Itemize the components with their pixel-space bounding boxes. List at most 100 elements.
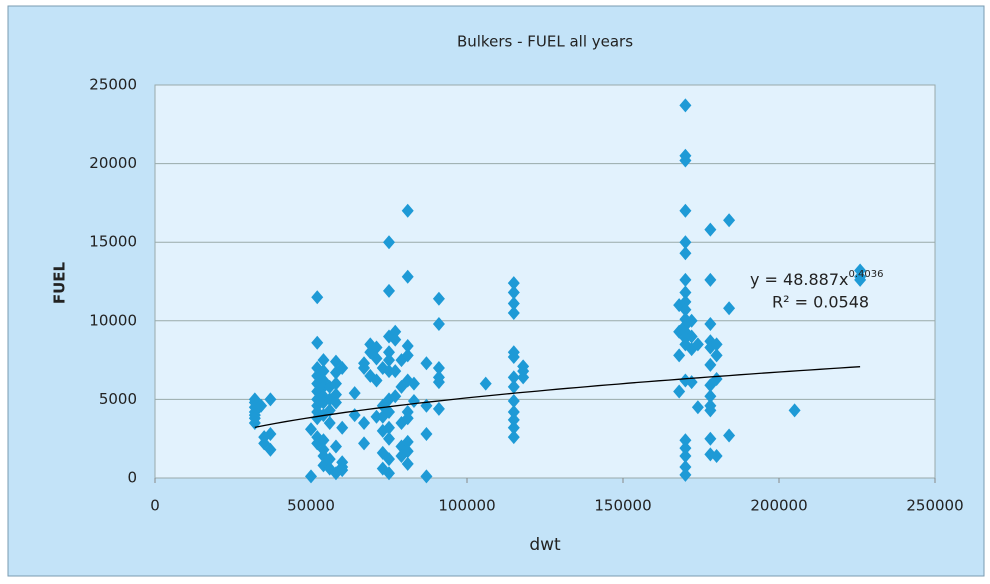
- point: [401, 269, 414, 284]
- point: [704, 403, 717, 418]
- y-tick-label: 0: [127, 469, 137, 487]
- point: [264, 442, 277, 457]
- point: [679, 246, 692, 261]
- point: [317, 379, 330, 394]
- point: [710, 371, 723, 386]
- point: [679, 441, 692, 456]
- point: [679, 302, 692, 317]
- point: [507, 349, 520, 364]
- y-tick-label: 5000: [99, 390, 137, 408]
- point: [401, 348, 414, 363]
- point: [311, 335, 324, 350]
- point: [370, 409, 383, 424]
- point: [383, 404, 395, 419]
- point: [420, 469, 433, 484]
- y-axis-label: FUEL: [51, 261, 69, 304]
- point: [704, 316, 717, 331]
- point: [401, 444, 414, 459]
- point: [691, 400, 704, 415]
- point: [507, 412, 520, 427]
- point: [401, 203, 414, 218]
- point: [679, 272, 692, 287]
- x-axis-label: dwt: [529, 535, 561, 555]
- point: [370, 340, 383, 355]
- point: [432, 375, 445, 390]
- point: [679, 203, 692, 218]
- point: [691, 337, 704, 352]
- point: [317, 353, 330, 368]
- chart-title: Bulkers - FUEL all years: [457, 33, 633, 51]
- point: [383, 345, 395, 360]
- plot-area: [154, 84, 936, 479]
- point: [710, 337, 723, 352]
- point: [673, 348, 686, 363]
- point: [679, 467, 692, 482]
- point: [348, 386, 361, 401]
- point: [336, 463, 349, 478]
- equation: y = 48.887x: [750, 270, 849, 289]
- point: [723, 428, 736, 443]
- point: [710, 348, 723, 363]
- point: [432, 291, 445, 306]
- point: [507, 276, 520, 291]
- point: [673, 384, 686, 399]
- point: [329, 376, 342, 391]
- point: [679, 98, 692, 113]
- point: [358, 415, 371, 430]
- x-tick-label: 150000: [594, 497, 651, 515]
- point: [389, 364, 402, 379]
- point: [507, 285, 520, 300]
- point: [507, 379, 520, 394]
- point: [788, 403, 801, 418]
- x-tick-label: 100000: [438, 497, 495, 515]
- point: [389, 324, 402, 339]
- point: [264, 426, 277, 441]
- point: [383, 431, 395, 446]
- point: [679, 433, 692, 448]
- point: [507, 296, 520, 311]
- point: [317, 433, 330, 448]
- point: [401, 338, 414, 353]
- point: [264, 392, 277, 407]
- point: [507, 305, 520, 320]
- point: [383, 235, 395, 250]
- point: [323, 452, 336, 467]
- point: [679, 294, 692, 309]
- x-tick-label: 200000: [750, 497, 807, 515]
- y-tick-label: 15000: [89, 233, 137, 251]
- point: [723, 213, 736, 228]
- point: [507, 430, 520, 445]
- point: [723, 301, 736, 316]
- point: [854, 272, 867, 287]
- point: [710, 448, 723, 463]
- point: [401, 456, 414, 471]
- point: [420, 426, 433, 441]
- point: [370, 373, 383, 388]
- point: [329, 387, 342, 402]
- point: [517, 370, 530, 385]
- point: [704, 431, 717, 446]
- point: [370, 351, 383, 366]
- y-tick-label: 10000: [89, 311, 137, 329]
- point: [432, 401, 445, 416]
- point: [679, 235, 692, 250]
- point: [401, 434, 414, 449]
- point: [704, 222, 717, 237]
- point: [305, 422, 317, 437]
- point: [407, 376, 420, 391]
- point: [255, 398, 268, 413]
- point: [329, 395, 342, 410]
- trendline: [254, 366, 861, 429]
- equation-exponent: 0.4036: [849, 269, 884, 280]
- point: [420, 356, 433, 371]
- point: [336, 360, 349, 375]
- point: [311, 290, 324, 305]
- x-tick-label: 0: [150, 497, 160, 515]
- point: [383, 353, 395, 368]
- point: [685, 329, 698, 344]
- point: [679, 448, 692, 463]
- point: [323, 415, 336, 430]
- point: [389, 389, 402, 404]
- point: [401, 411, 414, 426]
